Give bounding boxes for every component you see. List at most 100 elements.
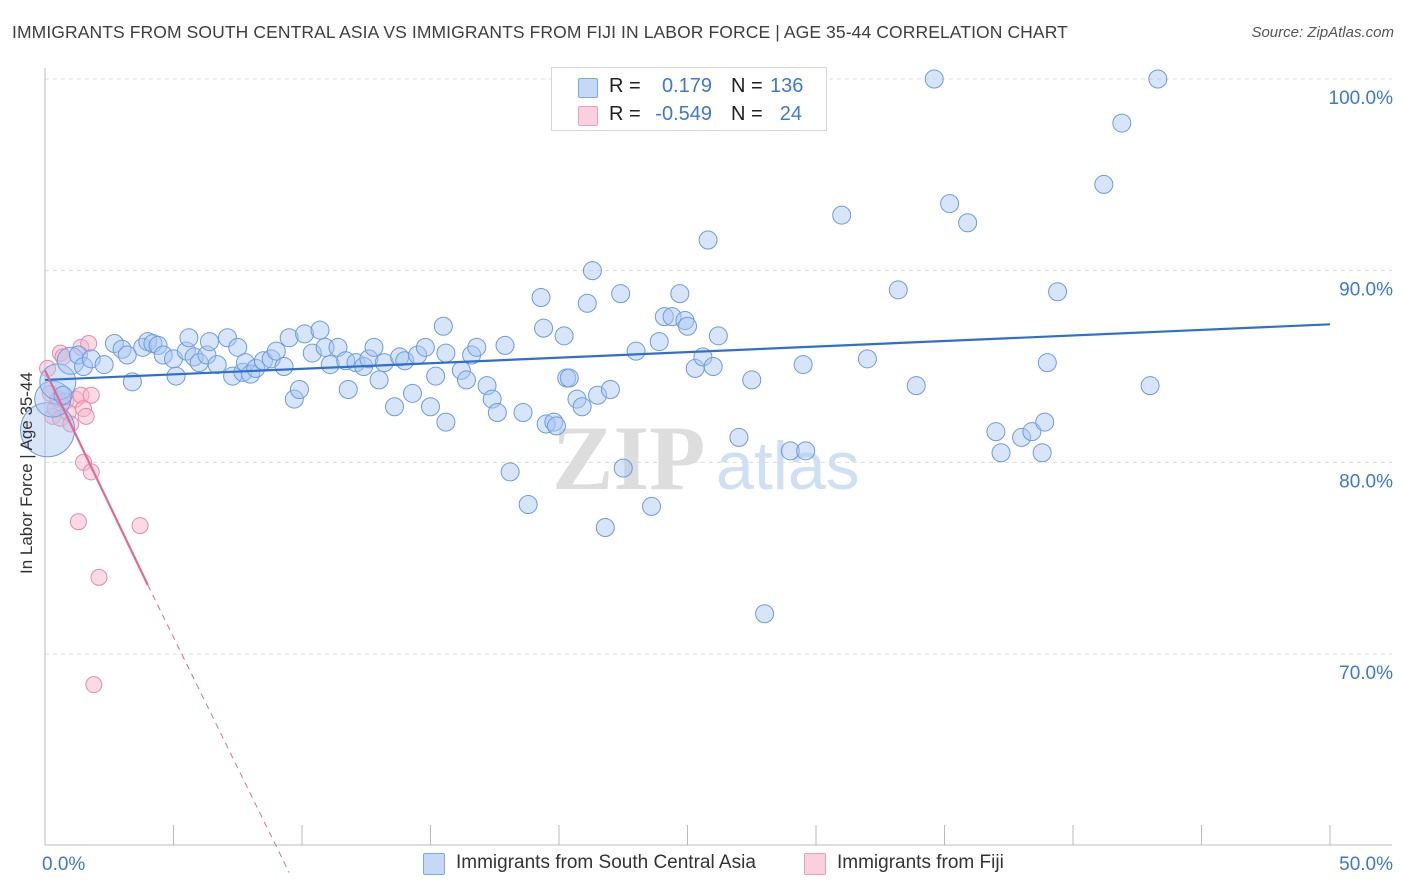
trend-lines [44,323,1331,873]
data-point-south-central-asia [500,462,520,482]
data-point-south-central-asia [166,366,186,386]
data-point-south-central-asia [1022,422,1042,442]
data-point-south-central-asia [1094,174,1114,194]
data-point-south-central-asia [456,370,476,390]
data-point-south-central-asia [104,334,124,353]
data-point-south-central-asia [74,357,94,376]
data-point-south-central-asia [1012,427,1032,447]
data-point-south-central-asia [94,355,114,375]
data-point-south-central-asia [642,496,662,516]
data-point-south-central-asia [546,416,566,436]
data-point-fiji [69,513,87,531]
bottom-legend-label: Immigrants from South Central Asia [456,852,756,873]
data-point-south-central-asia [534,318,554,338]
data-point-south-central-asia [112,339,132,359]
data-point-south-central-asia [1035,412,1055,432]
data-point-south-central-asia [991,443,1011,463]
y-tick-label: 100.0% [1329,88,1394,109]
data-point-south-central-asia [68,345,88,365]
x-tick-label: 50.0% [1339,854,1393,875]
trend-line-south-central-asia [44,323,1331,382]
data-point-south-central-asia [1148,69,1168,89]
data-point-south-central-asia [924,69,944,89]
data-point-south-central-asia [793,355,813,375]
data-point-south-central-asia [958,213,978,233]
data-point-south-central-asia [436,412,456,432]
data-point-south-central-asia [729,427,749,447]
data-point-south-central-asia [295,324,315,344]
data-point-south-central-asia [1037,353,1057,373]
data-point-south-central-asia [654,307,674,327]
data-point-fiji [90,568,108,586]
legend-r-value: -0.549 [655,103,712,125]
trend-line-fiji [44,369,149,586]
data-point-south-central-asia [513,403,533,422]
y-tick-label: 90.0% [1339,280,1393,301]
data-point-south-central-asia [742,370,762,390]
data-point-south-central-asia [755,604,775,624]
bottom-legend-swatch-pink [804,853,826,875]
data-point-south-central-asia [364,337,384,357]
y-axis-title-wrap: In Labor Force | Age 35-44 [17,372,37,814]
data-point-south-central-asia [426,366,446,386]
data-point-south-central-asia [703,357,723,376]
legend-n-value: 136 [770,75,804,97]
data-point-south-central-asia [415,337,435,357]
data-point-south-central-asia [662,307,682,327]
legend-r-label: R = [609,103,641,125]
legend-swatch-blue [578,78,598,98]
data-point-south-central-asia [179,328,199,348]
data-point-south-central-asia [613,458,633,478]
data-point-south-central-asia [289,380,309,399]
data-point-south-central-asia [403,383,423,403]
data-point-south-central-asia [611,284,631,304]
data-point-south-central-asia [385,397,405,417]
data-point-south-central-asia [148,335,168,355]
data-point-south-central-asia [1112,113,1132,133]
data-point-south-central-asia [310,320,330,340]
data-point-south-central-asia [708,326,728,346]
data-point-fiji [82,386,100,404]
legend-n-value: 24 [779,103,802,125]
data-point-south-central-asia [857,349,877,369]
legend-r-label: R = [609,75,641,97]
data-point-south-central-asia [495,335,515,355]
data-point-south-central-asia [421,397,440,417]
data-point-south-central-asia [626,341,646,361]
bottom-legend-label: Immigrants from Fiji [837,852,1004,873]
data-point-south-central-asia [433,316,453,336]
data-point-south-central-asia [133,337,153,357]
data-point-south-central-asia [780,441,800,461]
watermark-atlas: atlas [716,428,860,504]
x-tick-label: 0.0% [42,854,85,875]
data-point-south-central-asia [56,346,85,375]
south-central-asia-points [20,69,1168,624]
data-point-south-central-asia [588,385,608,405]
y-tick-label: 80.0% [1339,471,1393,492]
data-point-south-central-asia [670,284,690,304]
data-point-south-central-asia [888,280,908,300]
data-point-south-central-asia [600,380,620,399]
legend-n-label: N = [731,103,763,125]
legend-swatch-pink [578,106,598,126]
data-point-south-central-asia [582,261,602,281]
legend-n-label: N = [731,75,763,97]
data-point-south-central-asia [1032,443,1052,463]
data-point-south-central-asia [246,358,266,378]
data-point-south-central-asia [467,337,487,357]
data-point-south-central-asia [302,343,322,363]
watermark-zip: ZIP [552,407,705,509]
data-point-south-central-asia [832,205,852,225]
data-point-south-central-asia [117,345,137,365]
y-tick-label: 70.0% [1339,663,1393,684]
data-point-south-central-asia [153,345,173,365]
data-point-south-central-asia [207,355,227,375]
data-point-south-central-asia [572,397,592,417]
data-point-south-central-asia [359,349,379,369]
data-point-fiji [77,407,95,425]
data-point-fiji [85,676,103,694]
y-axis-title: In Labor Force | Age 35-44 [17,372,36,574]
data-point-south-central-asia [369,370,389,390]
stats-legend: R = 0.179 N = 136 R = -0.549 N = 24 [551,67,827,131]
legend-row-fiji: R = -0.549 N = 24 [552,101,826,129]
